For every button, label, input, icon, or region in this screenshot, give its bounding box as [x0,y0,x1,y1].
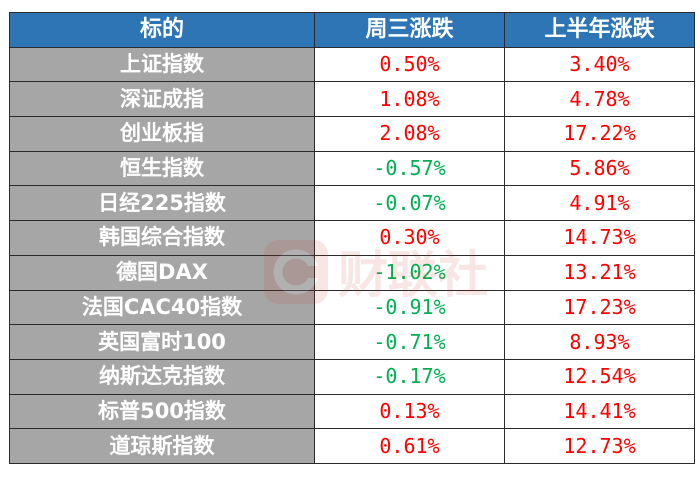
index-name-cell: 上证指数 [9,46,315,83]
index-name-cell: 道琼斯指数 [9,428,315,464]
wednesday-change-cell: -1.02% [314,254,505,291]
table-row: 英国富时100 -0.71% 8.93% [9,324,695,360]
index-name-cell: 标普500指数 [9,393,315,430]
wednesday-change-cell: 1.08% [314,81,505,118]
index-name-cell: 恒生指数 [9,150,315,187]
table-row: 创业板指 2.08% 17.22% [9,116,695,152]
index-name-cell: 深证成指 [9,81,315,118]
table-row: 标普500指数 0.13% 14.41% [9,393,695,430]
wednesday-change-cell: -0.07% [314,185,505,222]
header-first-half-change: 上半年涨跌 [504,12,695,48]
first-half-change-cell: 17.23% [504,289,695,326]
index-name-cell: 德国DAX [9,254,315,291]
table-row: 恒生指数 -0.57% 5.86% [9,150,695,187]
index-name-cell: 纳斯达克指数 [9,358,315,395]
first-half-change-cell: 3.40% [504,46,695,83]
table-row: 日经225指数 -0.07% 4.91% [9,185,695,222]
wednesday-change-cell: -0.71% [314,324,505,360]
table-row: 韩国综合指数 0.30% 14.73% [9,220,695,256]
table-row: 道琼斯指数 0.61% 12.73% [9,428,695,464]
wednesday-change-cell: 0.13% [314,393,505,430]
index-performance-table: 标的 周三涨跌 上半年涨跌 上证指数 0.50% 3.40% 深证成指 1.08% 4.7… [9,12,695,464]
table-header-row: 标的 周三涨跌 上半年涨跌 [9,12,695,48]
table-row: 上证指数 0.50% 3.40% [9,46,695,83]
first-half-change-cell: 14.41% [504,393,695,430]
table-row: 深证成指 1.08% 4.78% [9,81,695,118]
index-name-cell: 日经225指数 [9,185,315,222]
header-index: 标的 [9,12,315,48]
wednesday-change-cell: -0.91% [314,289,505,326]
wednesday-change-cell: 0.30% [314,220,505,256]
table-row: 纳斯达克指数 -0.17% 12.54% [9,358,695,395]
wednesday-change-cell: 0.50% [314,46,505,83]
first-half-change-cell: 12.54% [504,358,695,395]
wednesday-change-cell: -0.57% [314,150,505,187]
index-name-cell: 英国富时100 [9,324,315,360]
first-half-change-cell: 17.22% [504,116,695,152]
wednesday-change-cell: -0.17% [314,358,505,395]
index-performance-table-wrap: 标的 周三涨跌 上半年涨跌 上证指数 0.50% 3.40% 深证成指 1.08% 4.7… [9,12,695,464]
first-half-change-cell: 4.91% [504,185,695,222]
first-half-change-cell: 13.21% [504,254,695,291]
first-half-change-cell: 8.93% [504,324,695,360]
wednesday-change-cell: 2.08% [314,116,505,152]
first-half-change-cell: 14.73% [504,220,695,256]
first-half-change-cell: 5.86% [504,150,695,187]
table-row: 德国DAX -1.02% 13.21% [9,254,695,291]
first-half-change-cell: 4.78% [504,81,695,118]
index-name-cell: 韩国综合指数 [9,220,315,256]
table-row: 法国CAC40指数 -0.91% 17.23% [9,289,695,326]
index-name-cell: 创业板指 [9,116,315,152]
index-name-cell: 法国CAC40指数 [9,289,315,326]
wednesday-change-cell: 0.61% [314,428,505,464]
header-wednesday-change: 周三涨跌 [314,12,505,48]
first-half-change-cell: 12.73% [504,428,695,464]
